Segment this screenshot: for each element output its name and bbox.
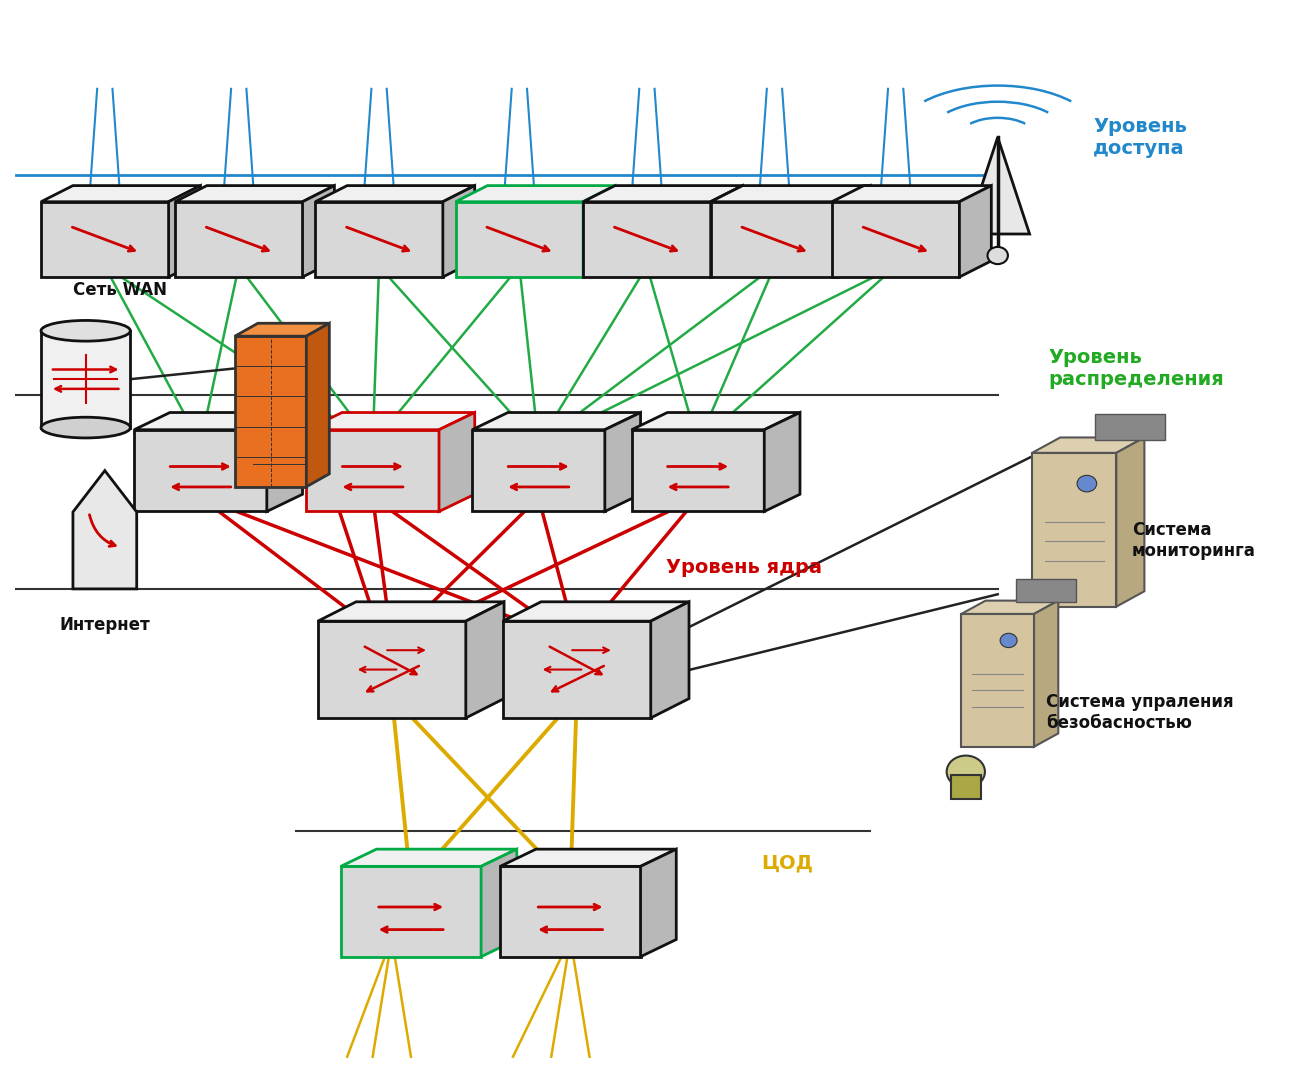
Text: Уровень
доступа: Уровень доступа xyxy=(1094,117,1187,158)
Polygon shape xyxy=(1017,579,1076,602)
Polygon shape xyxy=(711,186,871,202)
Polygon shape xyxy=(341,866,481,957)
Text: Уровень ядра: Уровень ядра xyxy=(666,558,822,577)
Text: Система упраления
безобасностью: Система упраления безобасностью xyxy=(1046,693,1233,732)
Polygon shape xyxy=(1032,438,1144,453)
Polygon shape xyxy=(442,186,475,277)
Polygon shape xyxy=(41,202,169,277)
Polygon shape xyxy=(832,202,960,277)
Polygon shape xyxy=(503,622,650,718)
Polygon shape xyxy=(455,202,583,277)
Ellipse shape xyxy=(41,320,130,342)
Ellipse shape xyxy=(41,417,130,438)
Polygon shape xyxy=(961,601,1058,614)
Polygon shape xyxy=(41,186,200,202)
Polygon shape xyxy=(472,430,605,511)
Polygon shape xyxy=(455,186,615,202)
Circle shape xyxy=(1077,476,1096,492)
Polygon shape xyxy=(1035,601,1058,747)
Polygon shape xyxy=(175,202,303,277)
Polygon shape xyxy=(74,470,137,589)
Polygon shape xyxy=(501,866,641,957)
Polygon shape xyxy=(472,413,641,430)
Polygon shape xyxy=(317,622,466,718)
Polygon shape xyxy=(501,850,676,866)
Polygon shape xyxy=(650,602,689,718)
Polygon shape xyxy=(175,186,334,202)
Circle shape xyxy=(1000,633,1017,648)
Circle shape xyxy=(947,756,986,788)
Polygon shape xyxy=(1095,414,1165,440)
Polygon shape xyxy=(832,186,991,202)
Polygon shape xyxy=(711,202,838,277)
Polygon shape xyxy=(961,614,1035,747)
Text: Сеть WAN: Сеть WAN xyxy=(74,281,166,298)
Polygon shape xyxy=(306,413,475,430)
Text: Система
мониторинга: Система мониторинга xyxy=(1131,521,1255,560)
Polygon shape xyxy=(960,186,991,277)
Polygon shape xyxy=(711,186,743,277)
Polygon shape xyxy=(306,430,439,511)
Polygon shape xyxy=(169,186,200,277)
Polygon shape xyxy=(605,413,641,511)
Polygon shape xyxy=(583,186,743,202)
Polygon shape xyxy=(317,602,504,622)
Polygon shape xyxy=(306,323,329,486)
Polygon shape xyxy=(235,323,329,336)
Polygon shape xyxy=(632,430,764,511)
Polygon shape xyxy=(466,602,504,718)
Polygon shape xyxy=(503,602,689,622)
Polygon shape xyxy=(632,413,800,430)
Polygon shape xyxy=(267,413,303,511)
Polygon shape xyxy=(341,850,517,866)
Polygon shape xyxy=(134,430,267,511)
FancyBboxPatch shape xyxy=(951,775,982,799)
Polygon shape xyxy=(481,850,517,957)
Circle shape xyxy=(988,246,1007,264)
Polygon shape xyxy=(838,186,871,277)
Polygon shape xyxy=(641,850,676,957)
FancyBboxPatch shape xyxy=(41,331,130,428)
Polygon shape xyxy=(764,413,800,511)
Text: Интернет: Интернет xyxy=(59,616,150,633)
Polygon shape xyxy=(439,413,475,511)
Polygon shape xyxy=(583,202,711,277)
Polygon shape xyxy=(235,336,306,486)
Polygon shape xyxy=(1032,453,1116,606)
Text: ЦОД: ЦОД xyxy=(761,854,814,872)
Polygon shape xyxy=(583,186,615,277)
Polygon shape xyxy=(1116,438,1144,606)
Polygon shape xyxy=(303,186,334,277)
Polygon shape xyxy=(315,202,442,277)
Polygon shape xyxy=(966,137,1029,233)
Polygon shape xyxy=(315,186,475,202)
Polygon shape xyxy=(134,413,303,430)
Text: Уровень
распределения: Уровень распределения xyxy=(1049,348,1224,389)
